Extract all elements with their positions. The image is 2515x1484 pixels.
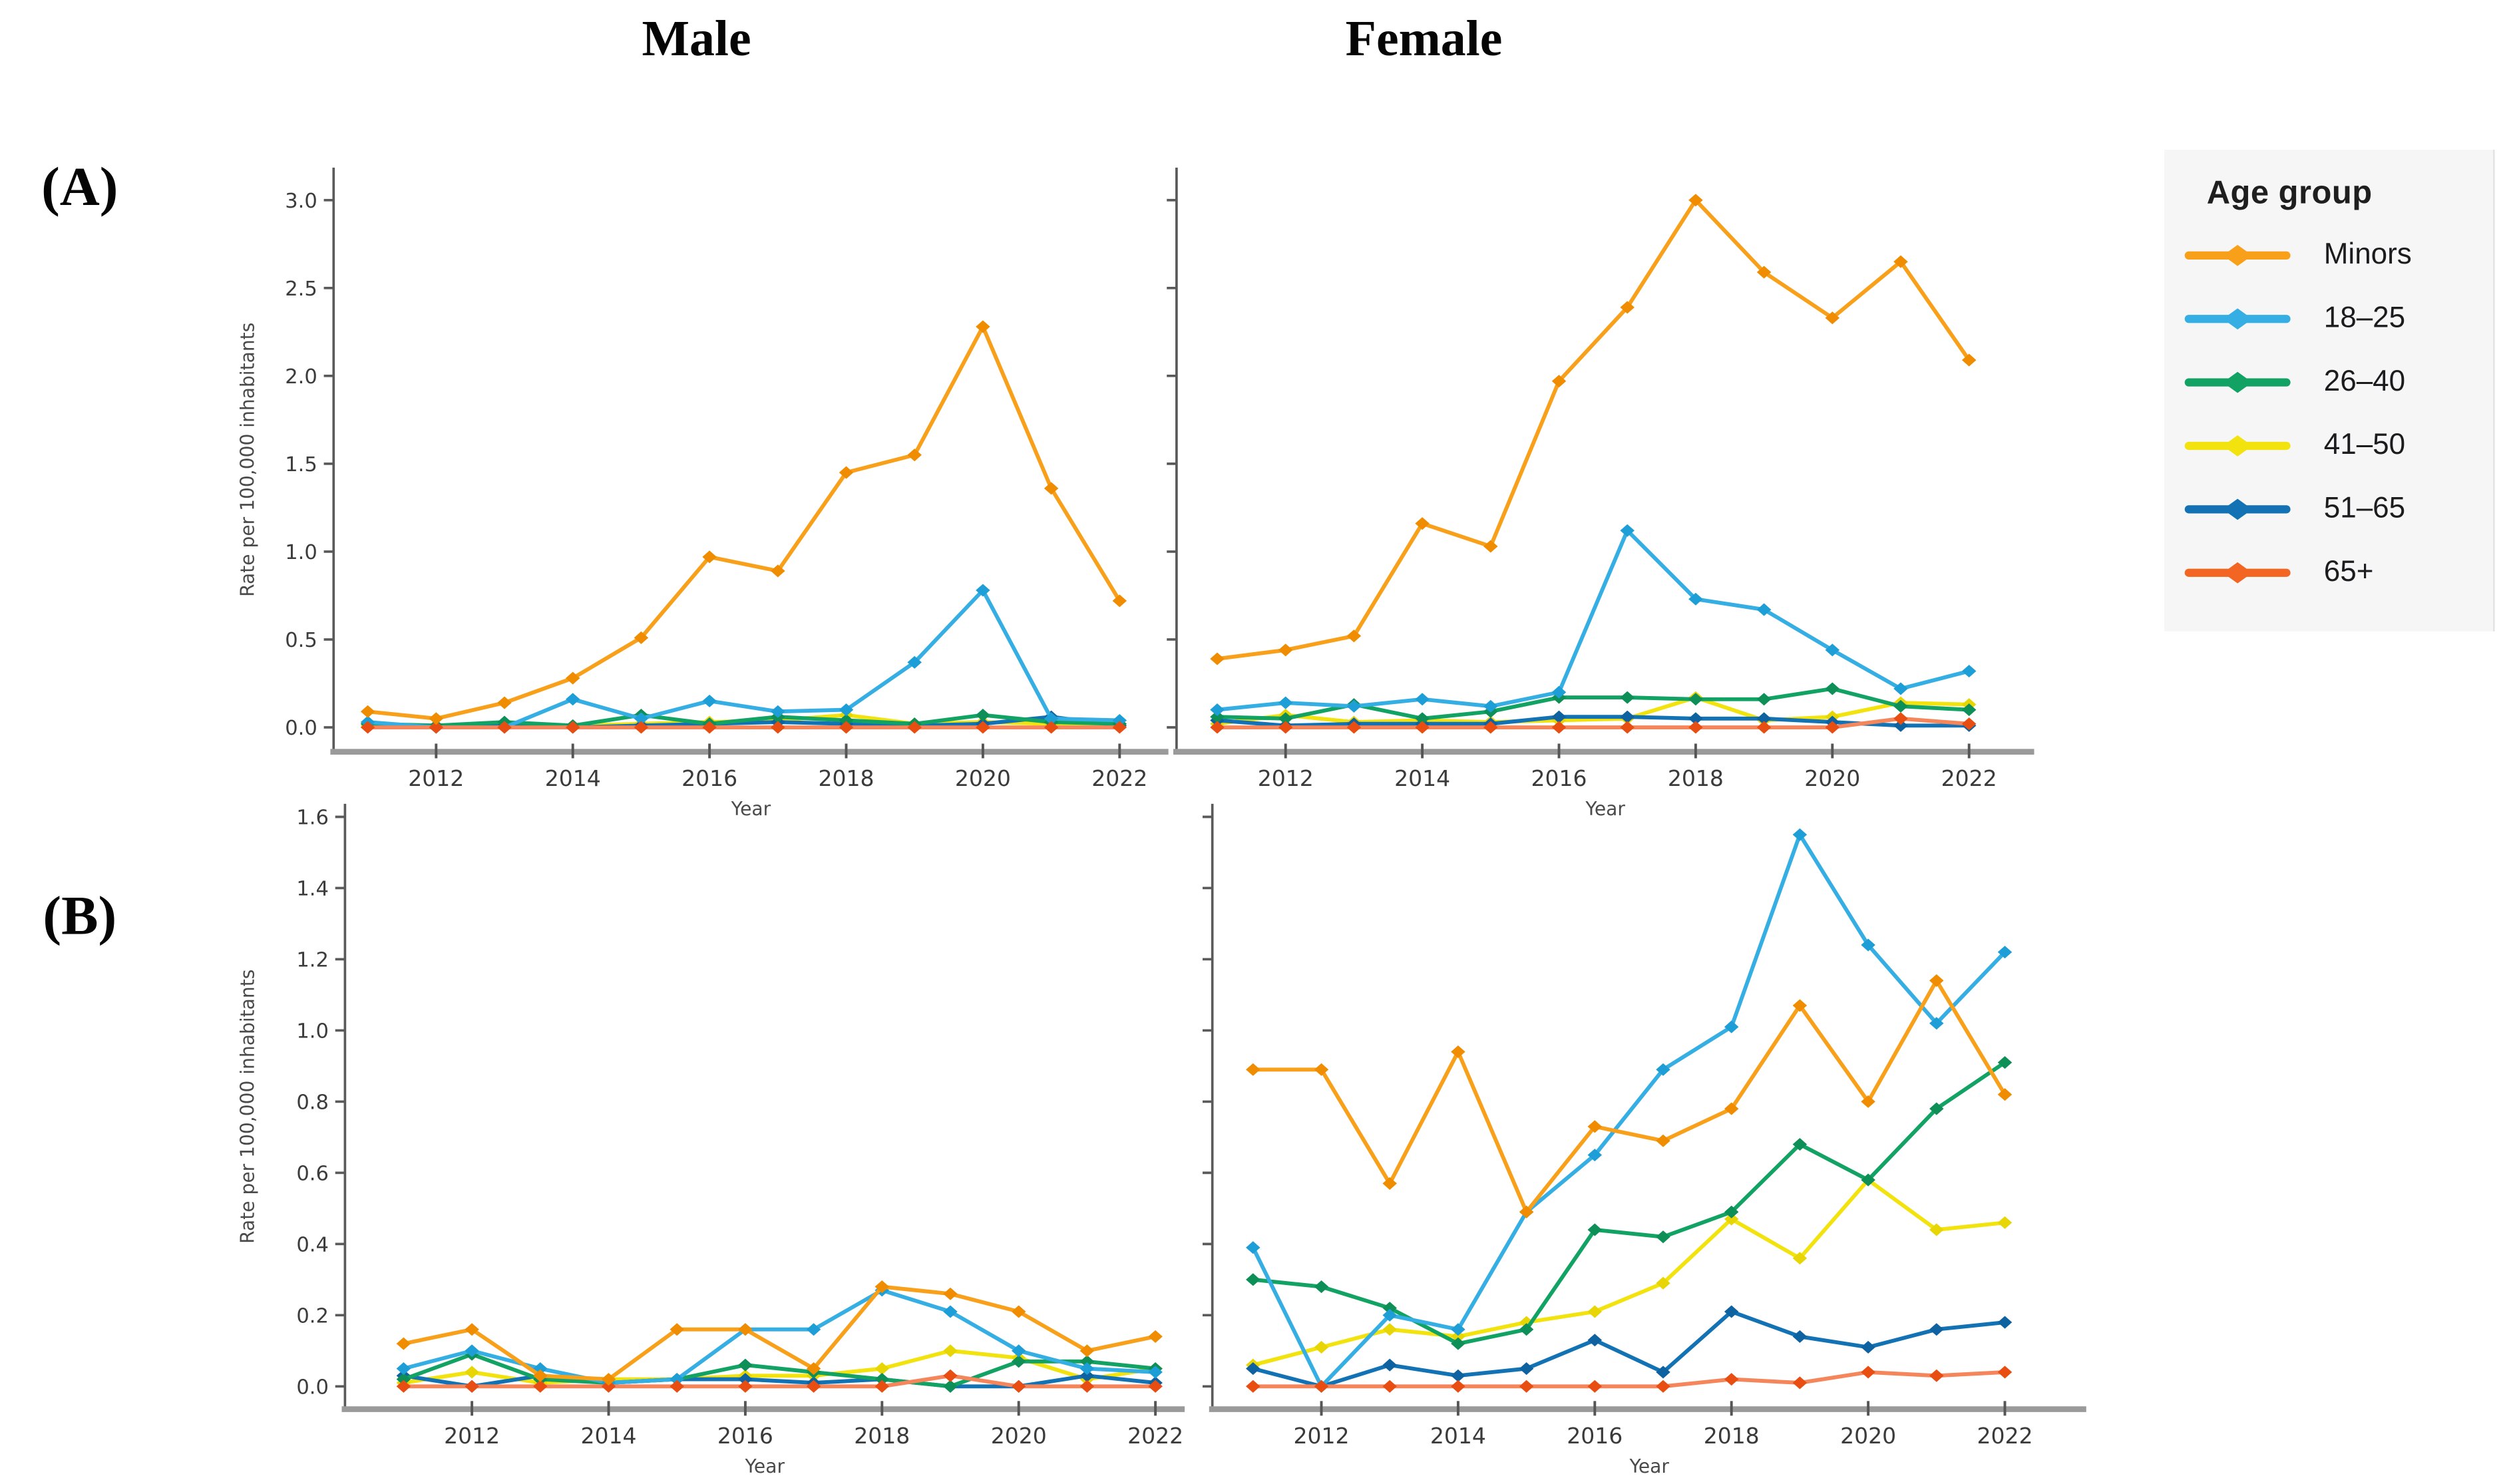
legend-swatch-icon [2184,307,2291,329]
legend-swatch-icon [2184,434,2291,456]
series-51–65 [396,1369,1163,1393]
y-tick-label: 0.0 [296,1376,329,1399]
legend-item-label: 65+ [2323,554,2374,588]
x-axis-label: Year [744,1455,785,1477]
series-Minors [1210,194,1977,665]
legend-item-label: 26–40 [2323,364,2406,397]
x-tick-label: 2022 [1977,1423,2032,1449]
y-tick-label: 1.0 [296,1020,329,1043]
x-tick-label: 2018 [854,1423,910,1449]
x-axis-label: Year [731,798,771,820]
y-tick-label: 0.4 [296,1233,329,1256]
series-65+ [396,1369,1163,1393]
x-tick-label: 2018 [1668,765,1724,791]
y-axis-label: Rate per 100,000 inhabitants [236,970,258,1244]
y-tick-label: 1.0 [285,541,317,564]
column-title-female: Female [1345,9,1503,67]
column-title-male: Male [642,9,751,67]
x-tick-label: 2022 [1127,1423,1183,1449]
y-tick-label: 2.0 [285,365,317,389]
legend: Age group Minors 18–25 26–40 41–50 51–65 65+ [2164,149,2495,632]
y-tick-label: 0.2 [296,1304,329,1328]
series-Minors [1246,974,2013,1218]
chart-panel-a-male: 0.0 0.5 1.0 1.5 2.0 2.5 3.0 2012 2014 2016 2018 202… [236,167,1169,820]
legend-item: 18–25 [2164,286,2493,349]
series-Minors [396,1280,1163,1386]
legend-item-label: 18–25 [2323,301,2406,334]
series-18–25 [1210,524,1977,717]
series-18–25 [1246,828,2013,1393]
x-tick-label: 2012 [1258,765,1314,791]
x-tick-label: 2018 [819,765,874,791]
x-axis-label: Year [1585,798,1625,820]
x-tick-label: 2012 [444,1423,500,1449]
legend-swatch-icon [2184,244,2291,266]
legend-item-label: 41–50 [2323,428,2406,461]
y-tick-label: 1.2 [296,948,329,972]
x-tick-label: 2020 [1804,765,1860,791]
series-18–25 [396,1284,1163,1390]
x-tick-label: 2016 [1567,1423,1623,1449]
chart-panel-b-male: 0.0 0.2 0.4 0.6 0.8 1.0 1.2 1.4 1.6 2012 2014 2016 2… [236,803,1185,1477]
x-tick-label: 2020 [991,1423,1047,1449]
series-65+ [1246,1366,2013,1393]
legend-item: Minors [2164,223,2493,286]
x-tick-label: 2018 [1704,1423,1760,1449]
legend-swatch-icon [2184,371,2291,393]
y-tick-label: 0.5 [285,629,317,652]
y-tick-label: 1.5 [285,453,317,476]
x-tick-label: 2016 [717,1423,773,1449]
legend-item-label: 51–65 [2323,491,2406,524]
x-tick-label: 2014 [581,1423,637,1449]
series-Minors [360,320,1127,725]
y-tick-label: 0.8 [296,1091,329,1114]
x-tick-label: 2020 [1840,1423,1896,1449]
series-26–40 [1246,1056,2013,1350]
legend-title: Age group [2206,176,2373,212]
x-tick-label: 2014 [1430,1423,1486,1449]
x-tick-label: 2016 [1531,765,1587,791]
y-tick-label: 1.6 [296,806,329,829]
y-tick-label: 2.5 [285,278,317,301]
x-tick-label: 2022 [1091,765,1147,791]
legend-item: 41–50 [2164,413,2493,476]
x-axis-label: Year [1629,1455,1669,1477]
y-tick-label: 3.0 [285,190,317,213]
legend-item-label: Minors [2323,237,2412,270]
y-axis-label: Rate per 100,000 inhabitants [236,323,258,597]
series-65+ [360,721,1127,734]
y-tick-label: 1.4 [296,877,329,900]
panel-label-b: (B) [43,886,117,948]
x-tick-label: 2014 [1394,765,1450,791]
y-tick-label: 0.0 [285,717,317,740]
series-51–65 [1246,1305,2013,1393]
x-tick-label: 2012 [408,765,464,791]
legend-item: 26–40 [2164,350,2493,413]
x-tick-label: 2014 [545,765,601,791]
legend-item: 65+ [2164,540,2493,604]
x-tick-label: 2012 [1294,1423,1350,1449]
legend-swatch-icon [2184,498,2291,520]
x-tick-label: 2020 [955,765,1011,791]
chart-panel-b-female: 2012 2014 2016 2018 2020 2022 Year [1203,803,2086,1477]
y-tick-label: 0.6 [296,1162,329,1185]
panel-label-a: (A) [41,158,118,218]
x-tick-label: 2022 [1941,765,1997,791]
legend-items: Minors 18–25 26–40 41–50 51–65 65+ [2164,223,2493,604]
x-tick-label: 2016 [681,765,737,791]
legend-swatch-icon [2184,561,2291,583]
chart-panel-a-female: 2012 2014 2016 2018 2020 2022 Year [1167,167,2034,820]
legend-item: 51–65 [2164,476,2493,540]
